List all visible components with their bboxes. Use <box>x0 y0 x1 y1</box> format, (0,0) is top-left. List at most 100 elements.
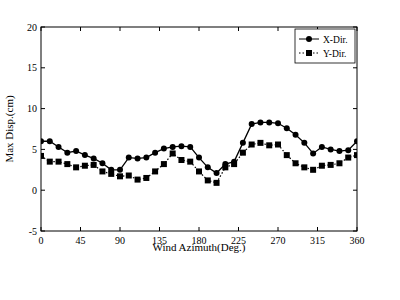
x-tick <box>120 227 121 231</box>
point <box>82 152 88 158</box>
point <box>73 164 79 170</box>
legend-label: X-Dir. <box>323 35 348 45</box>
point <box>249 121 255 127</box>
y-tick-label: -5 <box>29 226 37 237</box>
legend-marker <box>306 36 312 42</box>
point <box>143 155 149 161</box>
point <box>214 170 220 176</box>
series-line <box>41 143 357 183</box>
point <box>249 142 255 148</box>
point <box>170 150 176 156</box>
point <box>257 140 263 146</box>
y-axis-label: Max Disp.(cm) <box>3 95 16 163</box>
point <box>117 173 123 179</box>
point <box>310 150 316 156</box>
point <box>284 125 290 131</box>
point <box>99 168 105 174</box>
point <box>354 152 357 158</box>
point <box>196 168 202 174</box>
point <box>354 138 357 144</box>
point <box>178 157 184 163</box>
point <box>47 159 53 165</box>
point <box>222 164 228 170</box>
point <box>293 160 299 166</box>
x-tick <box>238 227 239 231</box>
point <box>161 146 167 152</box>
point <box>126 155 132 161</box>
point <box>91 162 97 168</box>
point <box>41 138 44 144</box>
point <box>82 163 88 169</box>
point <box>99 160 105 166</box>
point <box>170 144 176 150</box>
point <box>328 162 334 168</box>
point <box>345 155 351 161</box>
y-tick-label: 15 <box>27 62 37 73</box>
y-tick <box>41 149 45 150</box>
x-tick <box>199 27 200 31</box>
point <box>310 167 316 173</box>
x-tick <box>278 227 279 231</box>
legend-box <box>295 29 355 63</box>
x-tick-label: 90 <box>115 235 125 246</box>
point <box>178 143 184 149</box>
point <box>345 147 351 153</box>
point <box>64 161 70 167</box>
point <box>56 159 62 165</box>
y-tick <box>353 67 357 68</box>
point <box>64 150 70 156</box>
point <box>301 164 307 170</box>
y-tick-label: 0 <box>32 185 37 196</box>
x-tick-label: 45 <box>76 235 86 246</box>
point <box>152 150 158 156</box>
point <box>275 120 281 126</box>
y-tick <box>41 67 45 68</box>
y-tick <box>353 149 357 150</box>
point <box>275 142 281 148</box>
point <box>41 153 44 159</box>
point <box>47 138 53 144</box>
point <box>293 132 299 138</box>
point <box>328 146 334 152</box>
legend-label: Y-Dir. <box>323 49 347 59</box>
point <box>240 150 246 156</box>
x-axis-label: Wind Azimuth(Deg.) <box>152 241 245 254</box>
legend: X-Dir. Y-Dir. <box>295 29 355 63</box>
point <box>301 140 307 146</box>
point <box>126 173 132 179</box>
x-tick-label: 360 <box>350 235 365 246</box>
point <box>319 144 325 150</box>
y-tick <box>41 108 45 109</box>
point <box>187 144 193 150</box>
point <box>319 163 325 169</box>
x-tick <box>199 227 200 231</box>
point <box>91 155 97 161</box>
y-tick-label: 20 <box>27 22 37 33</box>
point <box>266 142 272 148</box>
point <box>336 160 342 166</box>
x-tick <box>238 27 239 31</box>
point <box>161 161 167 167</box>
y-tick <box>353 108 357 109</box>
x-tick <box>278 27 279 31</box>
point <box>152 168 158 174</box>
point <box>240 140 246 146</box>
point <box>143 175 149 181</box>
legend-marker <box>306 50 312 56</box>
point <box>117 167 123 173</box>
point <box>284 152 290 158</box>
point <box>196 155 202 161</box>
x-tick <box>159 27 160 31</box>
point <box>205 177 211 183</box>
point <box>135 177 141 183</box>
y-tick <box>353 190 357 191</box>
point <box>266 119 272 125</box>
plot-area <box>41 119 357 185</box>
y-tick-label: 10 <box>27 103 37 114</box>
x-tick-label: 315 <box>310 235 325 246</box>
plot-frame <box>41 27 357 231</box>
y-tick <box>41 190 45 191</box>
y-tick-label: 5 <box>32 144 37 155</box>
point <box>73 148 79 154</box>
x-tick <box>80 227 81 231</box>
